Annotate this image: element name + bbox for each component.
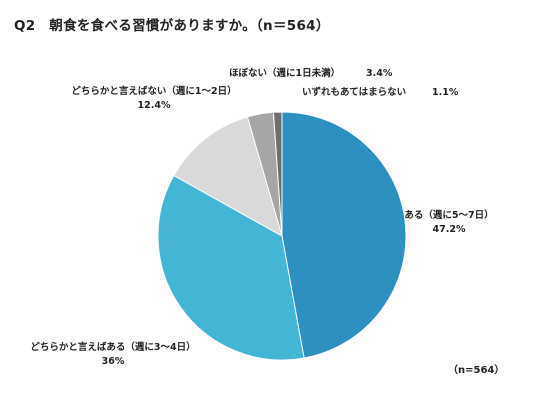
pie-slice-0 [281,111,407,359]
slice-value-3: 3.4% [366,68,393,79]
slice-label-0: ある（週に5～7日） [404,209,493,221]
pie-slice-2 [173,116,283,238]
slice-value-2: 12.4% [138,100,171,111]
slice-value-0: 47.2% [433,224,466,235]
pie-slice-1 [157,174,305,361]
slice-label-1: どちらかと言えばある（週に3～4日） [30,341,195,353]
chart-title: Q2 朝食を食べる習慣がありますか。（n＝564） [14,18,330,34]
slice-value-1: 36% [102,356,125,367]
pie-slices [157,111,407,361]
slice-value-4: 1.1% [432,87,459,98]
slice-label-3: ほぼない（週に1日未満） [229,67,340,79]
slice-label-2: どちらかと言えばない（週に1～2日） [71,85,236,97]
slice-label-4: いずれもあてはまらない [302,86,406,98]
sample-size-note: （n=564） [448,365,505,376]
pie-slice-4 [272,111,283,237]
